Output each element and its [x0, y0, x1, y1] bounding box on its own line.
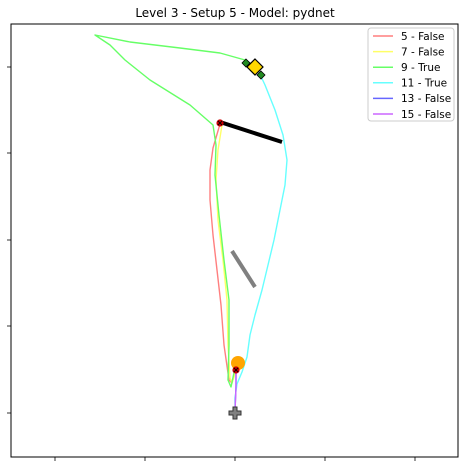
markers-layer — [216, 58, 266, 420]
legend-entries: 5 - False 7 - False 9 - True 11 - True 13 - … — [373, 31, 451, 121]
chart-title: Level 3 - Setup 5 - Model: pydnet — [135, 6, 335, 20]
legend-label: 5 - False — [401, 31, 445, 43]
legend-label: 7 - False — [401, 46, 445, 58]
goal-bound-marker — [256, 70, 266, 80]
series-line — [215, 124, 237, 384]
series-layer — [94, 34, 288, 413]
obstacles-layer — [219, 120, 283, 289]
axis-ticks — [7, 66, 416, 461]
legend-label: 13 - False — [401, 93, 451, 105]
legend-label: 9 - True — [401, 62, 440, 74]
legend-label: 15 - False — [401, 109, 451, 121]
goal-marker — [246, 58, 264, 76]
obstacle-bar — [230, 249, 257, 289]
goal-bound-marker — [241, 58, 251, 68]
legend: 5 - False 7 - False 9 - True 11 - True 13 - … — [367, 27, 455, 122]
crash-cross — [217, 120, 223, 126]
series-line — [234, 370, 237, 411]
crash-cross-stroke — [233, 367, 239, 373]
legend-label: 11 - True — [401, 78, 447, 90]
crash-cross — [233, 367, 239, 373]
series-line — [209, 123, 237, 384]
series-line — [94, 34, 257, 388]
crash-cross-stroke — [217, 120, 223, 126]
series-line — [234, 69, 288, 412]
waypoint-marker — [231, 356, 245, 370]
start-marker — [228, 406, 242, 420]
obstacle-bar — [219, 120, 283, 144]
